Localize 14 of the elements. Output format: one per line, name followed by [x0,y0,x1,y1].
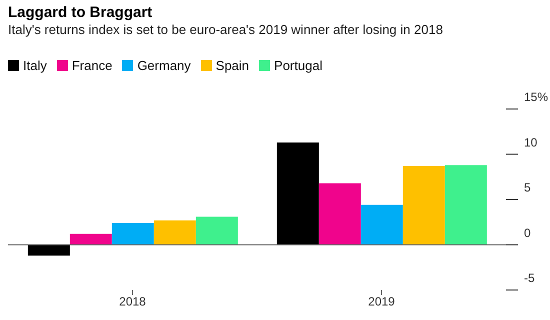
y-tick-label: 5 [524,180,531,194]
x-tick-label: 2019 [368,294,396,309]
legend-label: Portugal [274,58,322,73]
y-tick-label: 15% [524,90,548,104]
chart-subtitle: Italy's returns index is set to be euro-area's 2019 winner after losing in 2018 [8,22,444,38]
x-tick-label: 2018 [119,294,146,309]
y-tick-label: 0 [524,226,531,240]
legend-label: France [72,58,112,73]
chart-title: Laggard to Braggart [8,4,152,21]
y-tick-label: 10 [524,135,538,150]
legend-label: Germany [137,58,191,73]
legend-label: Spain [216,58,250,73]
legend-label: Italy [23,58,47,73]
y-tick-label: -5 [524,271,535,285]
